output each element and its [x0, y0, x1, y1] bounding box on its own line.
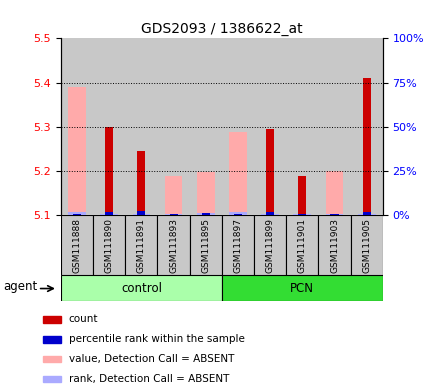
Bar [325, 214, 342, 215]
Bar [197, 172, 214, 215]
Bar [286, 38, 318, 215]
Bar [43, 356, 61, 362]
Bar [189, 38, 221, 215]
Text: GSM111897: GSM111897 [233, 218, 242, 273]
Bar [137, 211, 145, 215]
Bar [362, 78, 370, 215]
Bar [100, 214, 118, 215]
Bar [132, 214, 150, 215]
Text: GSM111905: GSM111905 [362, 218, 370, 273]
Bar [125, 215, 157, 275]
Bar [266, 212, 273, 215]
Bar [318, 38, 350, 215]
Text: GSM111903: GSM111903 [329, 218, 338, 273]
Bar [221, 38, 253, 215]
Bar [61, 38, 93, 215]
Bar [105, 212, 113, 215]
Bar [266, 129, 273, 215]
Title: GDS2093 / 1386622_at: GDS2093 / 1386622_at [141, 22, 302, 36]
Bar [298, 214, 306, 215]
Bar [350, 215, 382, 275]
Text: value, Detection Call = ABSENT: value, Detection Call = ABSENT [69, 354, 233, 364]
Bar [68, 212, 85, 215]
Bar [164, 214, 182, 215]
Bar [253, 215, 286, 275]
FancyBboxPatch shape [221, 275, 382, 301]
Bar [164, 176, 182, 215]
Text: GSM111890: GSM111890 [105, 218, 113, 273]
Text: GSM111891: GSM111891 [137, 218, 145, 273]
Text: agent: agent [3, 280, 37, 293]
FancyBboxPatch shape [61, 275, 221, 301]
Text: GSM111888: GSM111888 [72, 218, 81, 273]
Bar [201, 213, 209, 215]
Bar [157, 215, 189, 275]
Bar [362, 212, 370, 215]
Bar [43, 376, 61, 382]
Bar [105, 127, 113, 215]
Bar [157, 38, 189, 215]
Bar [350, 38, 382, 215]
Bar [357, 214, 375, 215]
Bar [221, 215, 253, 275]
Bar [330, 214, 338, 215]
Bar [125, 38, 157, 215]
Text: percentile rank within the sample: percentile rank within the sample [69, 334, 244, 344]
Bar [197, 213, 214, 215]
Text: GSM111901: GSM111901 [297, 218, 306, 273]
Bar [286, 215, 318, 275]
Bar [61, 215, 93, 275]
Text: GSM111899: GSM111899 [265, 218, 274, 273]
Bar [93, 38, 125, 215]
Bar [298, 176, 306, 215]
Bar [229, 132, 246, 215]
Text: control: control [121, 281, 161, 295]
Bar [325, 171, 342, 215]
Bar [43, 336, 61, 343]
Bar [318, 215, 350, 275]
Text: GSM111895: GSM111895 [201, 218, 210, 273]
Bar [43, 316, 61, 323]
Bar [253, 38, 286, 215]
Text: GSM111893: GSM111893 [169, 218, 178, 273]
Bar [189, 215, 221, 275]
Bar [73, 214, 81, 215]
Bar [169, 214, 177, 215]
Bar [68, 87, 85, 215]
Bar [93, 215, 125, 275]
Bar [233, 214, 241, 215]
Text: PCN: PCN [289, 281, 314, 295]
Text: count: count [69, 314, 98, 324]
Bar [229, 212, 246, 215]
Bar [293, 214, 310, 215]
Bar [261, 214, 278, 215]
Bar [137, 151, 145, 215]
Text: rank, Detection Call = ABSENT: rank, Detection Call = ABSENT [69, 374, 229, 384]
